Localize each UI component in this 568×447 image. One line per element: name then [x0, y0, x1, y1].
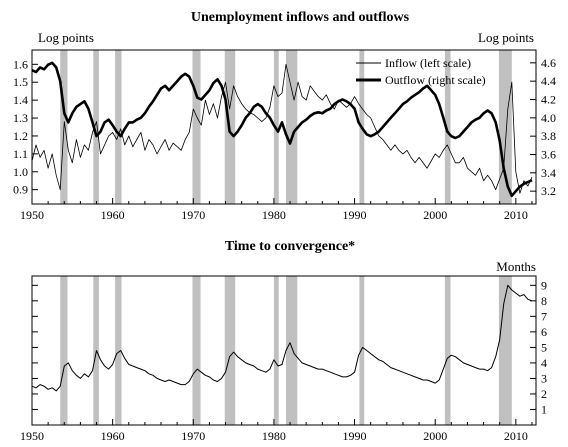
- bottom-chart-title: Time to convergence*: [225, 239, 355, 254]
- top-left-unit-label: Log points: [38, 30, 94, 45]
- x-tick-label: 1960: [101, 429, 125, 443]
- x-tick-label: 1960: [101, 208, 125, 222]
- x-tick-label: 2000: [423, 208, 447, 222]
- x-tick-label: 1970: [181, 208, 205, 222]
- y-right-tick-label: 4.6: [541, 56, 556, 70]
- recession-bar: [359, 276, 365, 425]
- recession-bar: [115, 50, 122, 204]
- y-right-tick-label: 4.2: [541, 93, 556, 107]
- recession-bar: [444, 50, 451, 204]
- bottom-plot-frame: [31, 275, 537, 426]
- recession-bar: [286, 50, 298, 204]
- y-right-tick-label: 7: [541, 309, 547, 323]
- recession-bar: [444, 276, 451, 425]
- recession-bar: [273, 276, 279, 425]
- y-left-tick-label: 1.0: [13, 165, 28, 179]
- bottom-axis-ticks: 1950 1960 1970 1980 1990 2000 2010 12 34 56 78 9: [20, 278, 547, 443]
- top-right-unit-label: Log points: [478, 30, 534, 45]
- inflow-series-line: [31, 63, 533, 194]
- y-left-tick-label: 1.6: [13, 57, 28, 71]
- top-series-group: [31, 61, 533, 198]
- y-right-tick-label: 3.4: [541, 166, 556, 180]
- x-tick-label: 1980: [262, 429, 286, 443]
- recession-bar: [192, 50, 201, 204]
- top-axis-ticks: 1950 1960 1970 1980 1990 2000 2010 0.9 1.0 1.1 1.2…: [13, 56, 556, 222]
- y-right-tick-label: 2: [541, 387, 547, 401]
- y-right-tick-label: 9: [541, 278, 547, 292]
- top-chart: 1950 1960 1970 1980 1990 2000 2010 0.9 1.0 1.1 1.2…: [13, 49, 556, 222]
- recession-bar: [115, 276, 122, 425]
- y-left-tick-label: 1.5: [13, 75, 28, 89]
- y-left-tick-label: 1.4: [13, 93, 28, 107]
- y-right-tick-label: 4: [541, 356, 547, 370]
- y-left-tick-label: 0.9: [13, 183, 28, 197]
- top-plot-frame: [31, 49, 537, 205]
- recession-bar: [192, 276, 201, 425]
- x-tick-label: 1990: [343, 208, 367, 222]
- y-right-tick-label: 8: [541, 294, 547, 308]
- outflow-series-line: [31, 61, 533, 198]
- y-right-tick-label: 1: [541, 402, 547, 416]
- x-tick-label: 1990: [343, 429, 367, 443]
- legend-outflow-label: Outflow (right scale): [385, 73, 486, 87]
- legend: Inflow (left scale) Outflow (right scale…: [356, 56, 486, 87]
- bottom-chart: 1950 1960 1970 1980 1990 2000 2010 12 34 56 78 9: [20, 275, 547, 443]
- recession-bar: [224, 276, 236, 425]
- y-right-tick-label: 6: [541, 325, 547, 339]
- y-right-tick-label: 3.6: [541, 148, 556, 162]
- x-tick-label: 1980: [262, 208, 286, 222]
- convergence-series-line: [31, 284, 533, 392]
- x-tick-label: 2010: [504, 208, 528, 222]
- y-left-tick-label: 1.3: [13, 111, 28, 125]
- y-right-tick-label: 3.2: [541, 184, 556, 198]
- y-left-tick-label: 1.2: [13, 129, 28, 143]
- recession-bar: [93, 50, 99, 204]
- legend-inflow-label: Inflow (left scale): [385, 56, 471, 70]
- y-right-tick-label: 4.0: [541, 111, 556, 125]
- bottom-right-unit-label: Months: [496, 259, 536, 274]
- y-right-tick-label: 3: [541, 371, 547, 385]
- y-left-tick-label: 1.1: [13, 147, 28, 161]
- x-tick-label: 1950: [20, 429, 44, 443]
- top-chart-title: Unemployment inflows and outflows: [191, 10, 410, 25]
- x-tick-label: 2000: [423, 429, 447, 443]
- y-right-tick-label: 4.4: [541, 74, 556, 88]
- bottom-series-group: [31, 284, 533, 392]
- y-right-tick-label: 3.8: [541, 129, 556, 143]
- recession-bar: [60, 276, 68, 425]
- x-tick-label: 1950: [20, 208, 44, 222]
- recession-bar: [286, 276, 298, 425]
- y-right-tick-label: 5: [541, 340, 547, 354]
- x-tick-label: 2010: [504, 429, 528, 443]
- x-tick-label: 1970: [181, 429, 205, 443]
- recession-bar: [498, 276, 512, 425]
